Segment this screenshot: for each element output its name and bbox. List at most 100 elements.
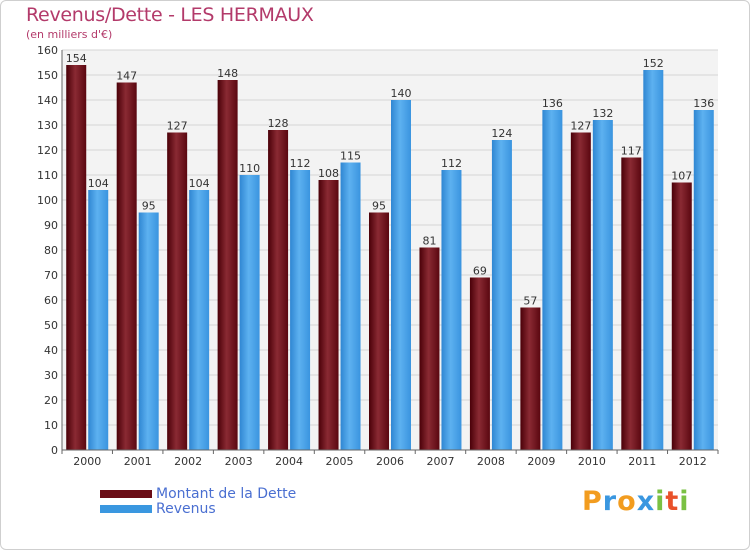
y-tick-label: 100 [37, 194, 58, 207]
chart-title: Revenus/Dette - LES HERMAUX [26, 4, 314, 26]
y-tick-label: 30 [44, 369, 58, 382]
value-label-debt: 127 [570, 120, 591, 133]
y-tick-label: 40 [44, 344, 58, 357]
x-tick-label: 2010 [578, 455, 606, 468]
bar-debt [116, 82, 137, 450]
logo-letter: i [679, 486, 690, 517]
bar-revenus [189, 190, 210, 450]
bar-revenus [693, 110, 714, 450]
legend-label-debt: Montant de la Dette [156, 485, 297, 502]
y-tick-label: 110 [37, 169, 58, 182]
logo-letter: i [655, 486, 666, 517]
bar-revenus [391, 100, 411, 450]
value-label-debt: 107 [671, 170, 692, 183]
y-tick-label: 140 [37, 94, 58, 107]
value-label-debt: 148 [217, 67, 238, 80]
value-label-revenus: 136 [542, 97, 563, 110]
x-tick-label: 2011 [628, 455, 656, 468]
value-label-debt: 81 [422, 235, 436, 248]
value-label-revenus: 104 [88, 177, 109, 190]
value-label-revenus: 132 [592, 107, 613, 120]
x-tick-label: 2009 [527, 455, 555, 468]
y-tick-label: 0 [51, 444, 58, 457]
value-label-debt: 154 [66, 52, 87, 65]
proxiti-logo: Proxiti [582, 486, 690, 517]
bar-debt [671, 182, 692, 450]
x-tick-label: 2000 [73, 455, 101, 468]
value-label-revenus: 124 [491, 127, 512, 140]
bar-revenus [290, 170, 311, 450]
bar-debt [369, 212, 389, 450]
value-label-debt: 69 [473, 265, 487, 278]
legend-item-debt: Montant de la Dette [100, 485, 297, 502]
bar-debt [520, 307, 541, 450]
value-label-revenus: 112 [290, 157, 311, 170]
value-label-debt: 128 [268, 117, 289, 130]
y-tick-label: 90 [44, 219, 58, 232]
bar-revenus [643, 70, 664, 450]
logo-letter: t [665, 486, 680, 517]
bar-revenus [491, 140, 512, 450]
x-tick-label: 2008 [477, 455, 505, 468]
x-tick-label: 2012 [679, 455, 707, 468]
value-label-revenus: 104 [189, 177, 210, 190]
bar-debt [469, 277, 490, 450]
y-tick-label: 20 [44, 394, 58, 407]
bar-revenus [340, 162, 361, 450]
y-tick-label: 80 [44, 244, 58, 257]
legend-item-revenus: Revenus [100, 500, 296, 517]
y-tick-label: 10 [44, 419, 58, 432]
bar-debt [318, 180, 339, 450]
x-tick-label: 2006 [376, 455, 404, 468]
bar-debt [570, 132, 591, 450]
bar-revenus [542, 110, 563, 450]
bar-revenus [88, 190, 109, 450]
bar-debt [167, 132, 188, 450]
x-tick-label: 2003 [225, 455, 253, 468]
value-label-revenus: 112 [441, 157, 462, 170]
bar-revenus [441, 170, 462, 450]
x-tick-label: 2004 [275, 455, 303, 468]
value-label-debt: 108 [318, 167, 339, 180]
legend-swatch-debt [100, 489, 152, 498]
legend-swatch-revenus [100, 504, 152, 513]
logo-letter: P [582, 486, 603, 517]
x-tick-label: 2005 [326, 455, 354, 468]
logo-letter: x [636, 486, 656, 517]
value-label-debt: 117 [621, 145, 642, 158]
y-tick-label: 50 [44, 319, 58, 332]
value-label-revenus: 136 [693, 97, 714, 110]
value-label-debt: 57 [523, 295, 537, 308]
bar-revenus [239, 175, 260, 450]
logo-letter: r [602, 486, 618, 517]
bar-debt [268, 130, 289, 450]
chart-legend: Montant de la Dette Revenus [100, 485, 297, 517]
bar-revenus [138, 212, 159, 450]
legend-label-revenus: Revenus [156, 500, 216, 517]
bar-revenus [592, 120, 613, 450]
value-label-revenus: 95 [142, 200, 156, 213]
chart-subtitle: (en milliers d'€) [26, 28, 113, 41]
bar-debt [217, 80, 238, 450]
y-tick-label: 120 [37, 144, 58, 157]
value-label-debt: 95 [372, 200, 386, 213]
y-tick-label: 160 [37, 44, 58, 57]
bar-debt [621, 157, 642, 450]
y-tick-label: 130 [37, 119, 58, 132]
y-tick-label: 60 [44, 294, 58, 307]
value-label-revenus: 152 [643, 57, 664, 70]
bar-debt [66, 65, 87, 450]
logo-letter: o [617, 486, 637, 517]
value-label-debt: 127 [167, 120, 188, 133]
y-tick-label: 150 [37, 69, 58, 82]
value-label-revenus: 115 [340, 150, 361, 163]
x-tick-label: 2001 [124, 455, 152, 468]
value-label-revenus: 110 [239, 162, 260, 175]
value-label-debt: 147 [116, 70, 137, 83]
x-tick-label: 2007 [426, 455, 454, 468]
bar-debt [419, 247, 440, 450]
value-label-revenus: 140 [391, 87, 412, 100]
x-tick-label: 2002 [174, 455, 202, 468]
y-tick-label: 70 [44, 269, 58, 282]
